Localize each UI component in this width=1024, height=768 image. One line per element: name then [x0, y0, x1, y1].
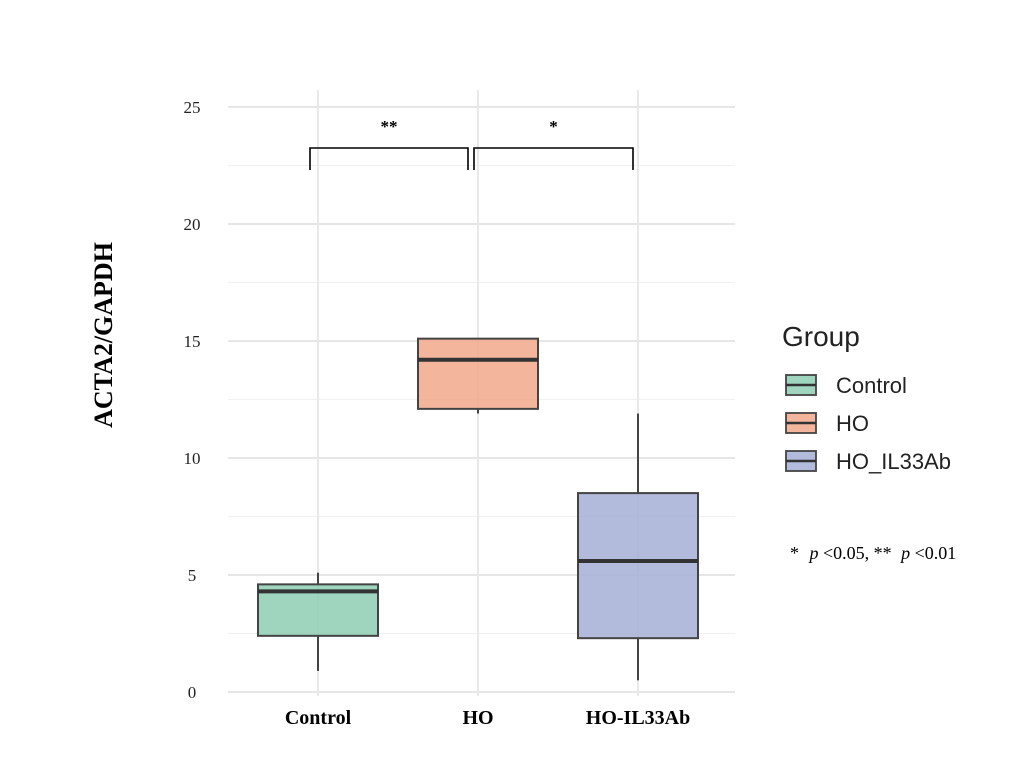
note-mark-2: ** — [874, 543, 892, 563]
x-tick-label: HO-IL33Ab — [586, 707, 690, 729]
box-ho-il33ab — [577, 413, 699, 681]
legend-entry: Control — [785, 373, 907, 398]
x-tick-label: Control — [285, 707, 352, 729]
legend-label: HO_IL33Ab — [836, 449, 951, 474]
box-iqr — [577, 492, 699, 640]
legend-entry: HO_IL33Ab — [785, 449, 951, 474]
y-axis-label: ACTA2/GAPDH — [89, 242, 118, 428]
significance-label: * — [549, 117, 558, 136]
legend-label: Control — [836, 373, 907, 398]
bracket-line — [473, 147, 634, 170]
note-p-2: p — [899, 543, 910, 563]
legend: Group Control HO HO_IL33Ab — [782, 321, 951, 474]
box-control — [257, 572, 379, 671]
note-text-1: <0.05, — [823, 543, 874, 563]
note-p-1: p — [808, 543, 819, 563]
y-tick-label: 0 — [188, 683, 197, 702]
y-tick-label: 15 — [184, 332, 201, 351]
legend-title: Group — [782, 321, 860, 352]
x-tick-label: HO — [462, 707, 493, 729]
significance-note: * p <0.05, ** p <0.01 — [790, 543, 956, 563]
bracket-line — [309, 147, 469, 170]
y-tick-label: 10 — [184, 449, 201, 468]
significance-label: ** — [381, 117, 398, 136]
box-iqr — [417, 337, 539, 410]
box-layer — [257, 337, 699, 681]
significance-layer: ** * — [309, 117, 634, 170]
legend-label: HO — [836, 411, 869, 436]
note-text-2: <0.01 — [915, 543, 957, 563]
y-tick-label: 25 — [184, 98, 201, 117]
y-tick-label: 5 — [188, 566, 197, 585]
axis-layer: 0 5 10 15 20 25 Control HO HO-IL33Ab — [184, 98, 691, 729]
legend-entry: HO — [785, 411, 869, 436]
y-tick-label: 20 — [184, 215, 201, 234]
legend-entries: Control HO HO_IL33Ab — [785, 373, 951, 474]
significance-bracket: * — [473, 117, 634, 170]
box-ho — [417, 337, 539, 414]
significance-bracket: ** — [309, 117, 469, 170]
note-mark-1: * — [790, 543, 799, 563]
